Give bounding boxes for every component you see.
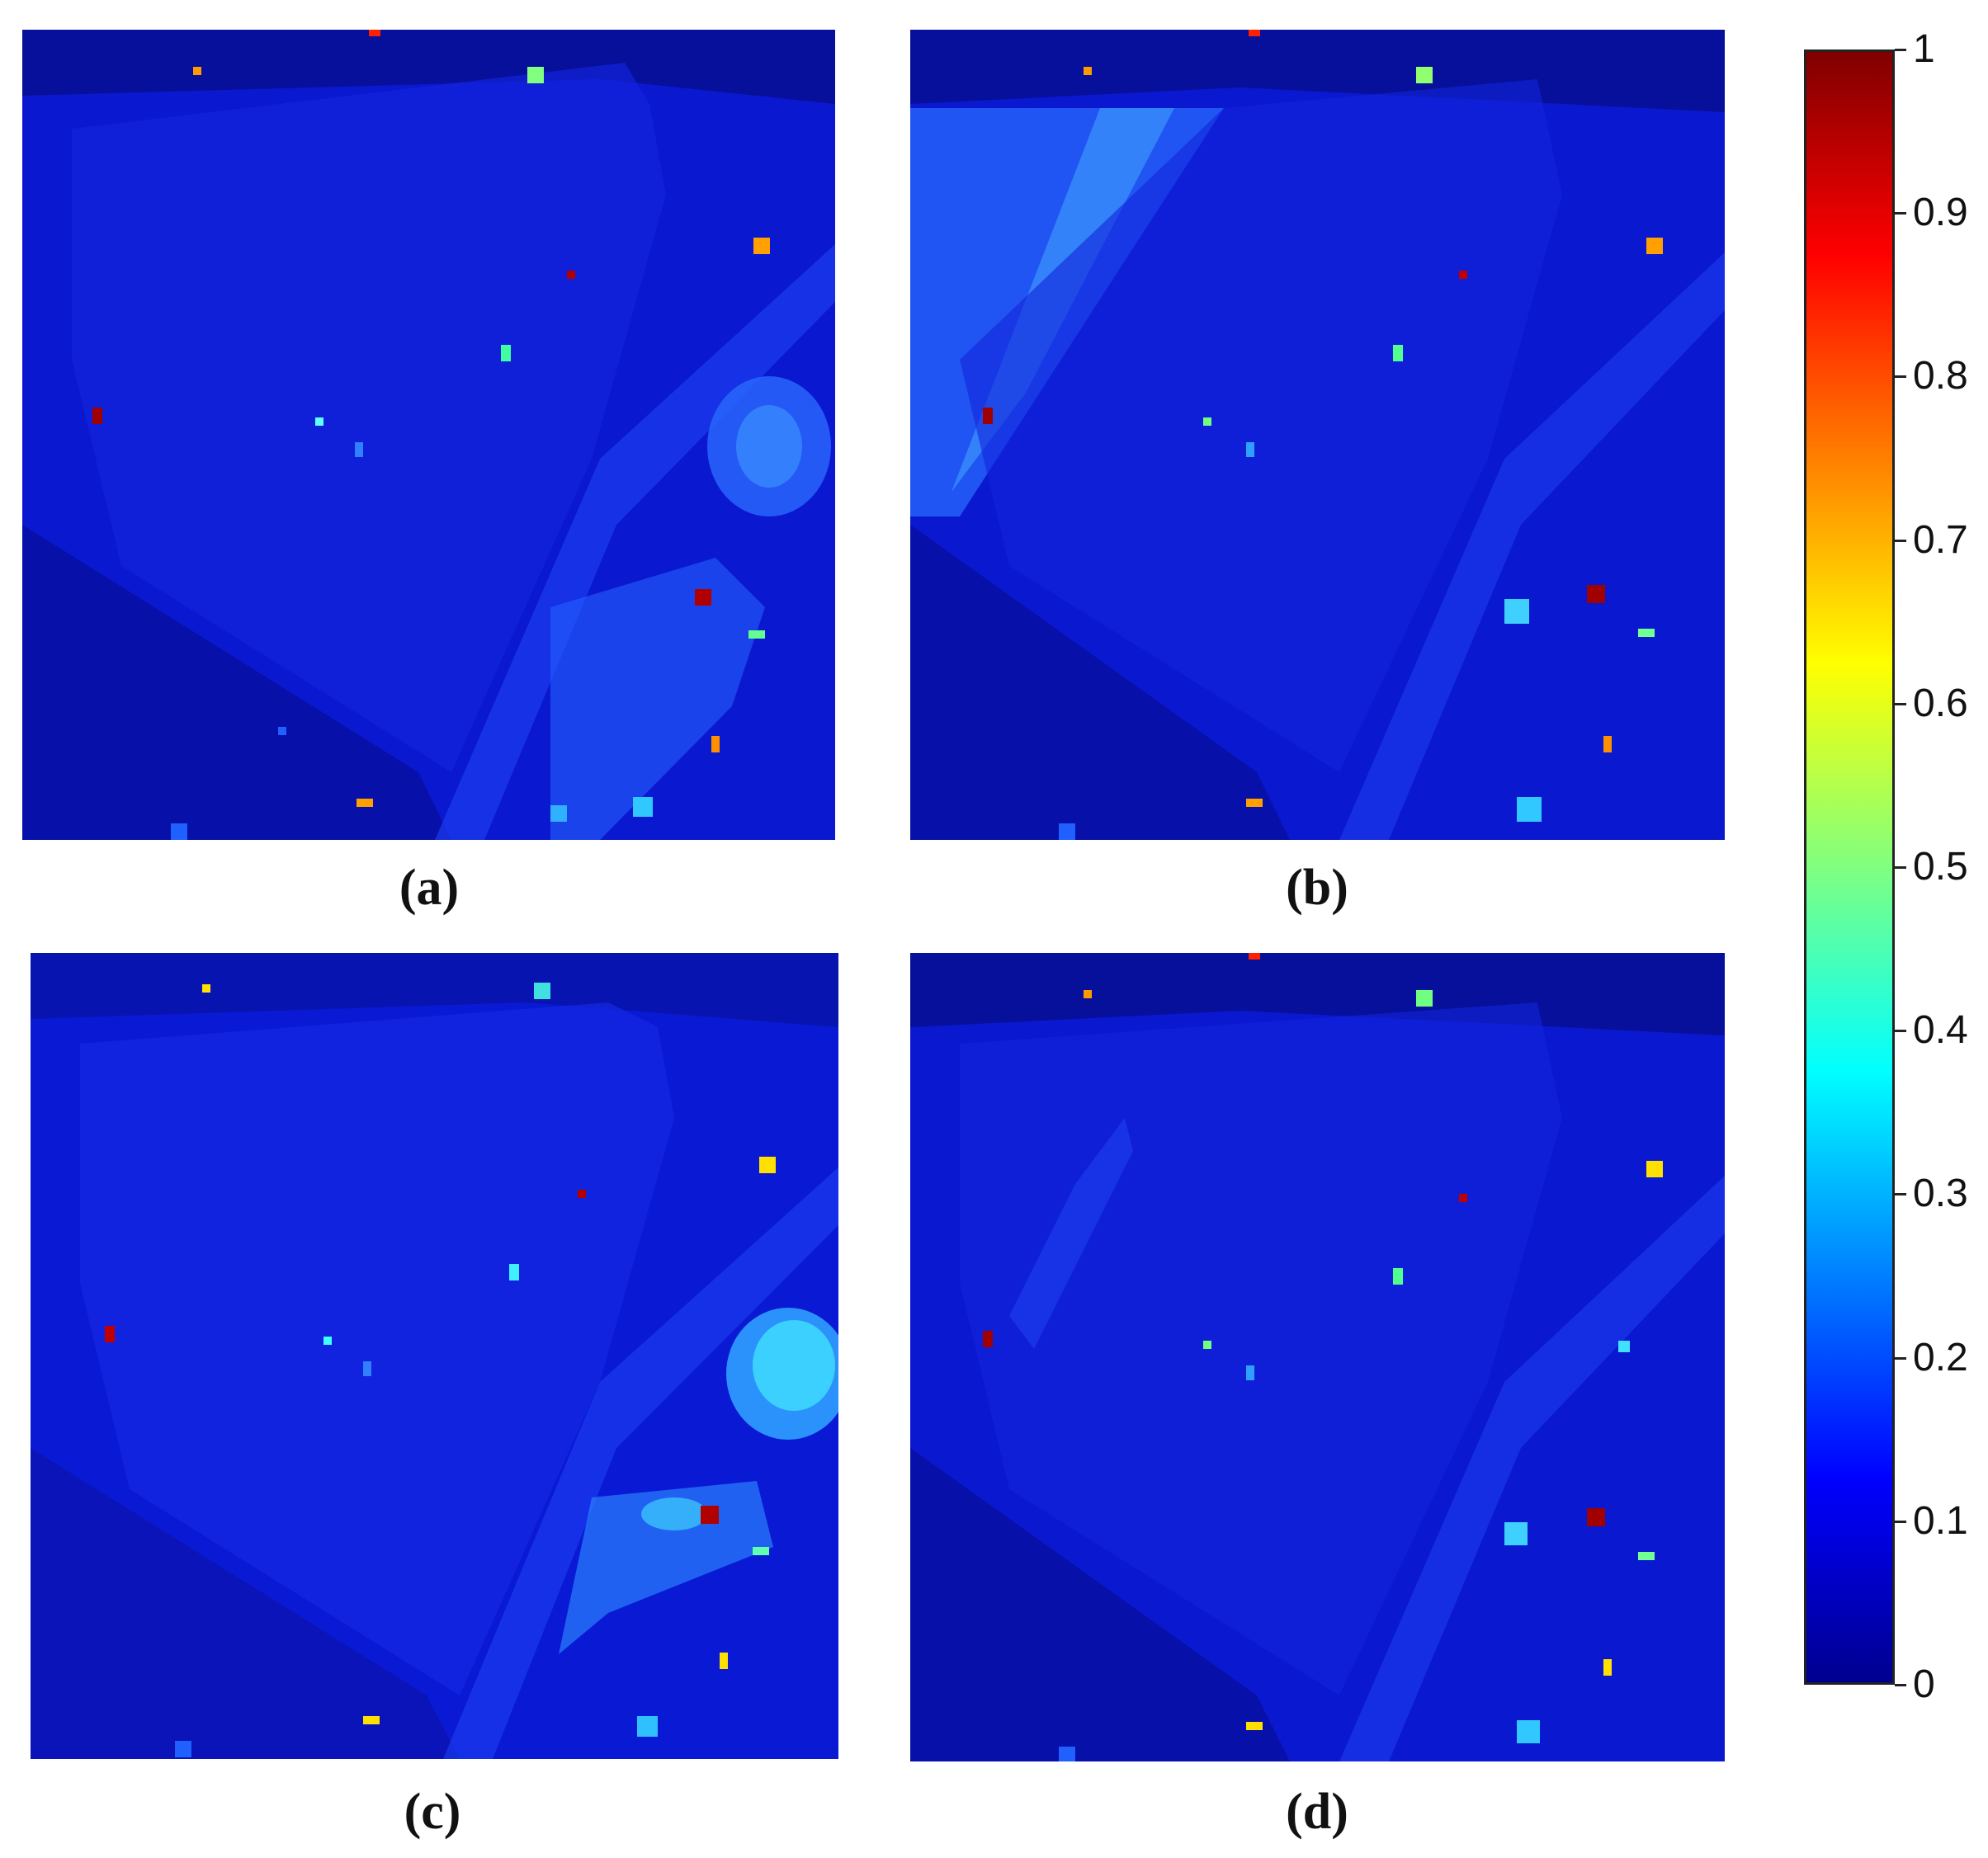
heatmap-image-c (31, 953, 838, 1759)
colorbar-tick-label: 0.4 (1913, 1008, 1968, 1053)
panel-caption-b: (b) (1286, 860, 1348, 916)
colorbar-tick (1895, 375, 1906, 379)
colorbar-tick-label: 0.8 (1913, 354, 1968, 398)
colorbar-tick (1895, 1684, 1906, 1686)
colorbar-tick-label: 0.5 (1913, 845, 1968, 889)
heatmap-image-d (910, 953, 1725, 1761)
colorbar-tick (1895, 539, 1906, 542)
colorbar (1804, 50, 1895, 1685)
colorbar-tick (1895, 49, 1906, 51)
heatmap-panel-a (22, 30, 835, 840)
colorbar-tick (1895, 866, 1906, 869)
colorbar-tick (1895, 1520, 1906, 1523)
heatmap-panel-b (910, 30, 1725, 840)
colorbar-tick (1895, 1193, 1906, 1196)
colorbar-tick-label: 0.3 (1913, 1172, 1968, 1216)
panel-caption-d: (d) (1286, 1784, 1348, 1840)
colorbar-tick-label: 0.7 (1913, 517, 1968, 562)
colorbar-tick-label: 0 (1913, 1662, 1935, 1706)
colorbar-tick-label: 0.6 (1913, 681, 1968, 725)
colorbar-tick (1895, 1030, 1906, 1033)
colorbar-tick (1895, 212, 1906, 215)
colorbar-tick (1895, 702, 1906, 705)
colorbar-tick-label: 0.2 (1913, 1335, 1968, 1379)
heatmap-image-a (22, 30, 835, 840)
heatmap-panel-d (910, 953, 1725, 1761)
colorbar-tick-label: 0.1 (1913, 1498, 1968, 1543)
colorbar-tick (1895, 1356, 1906, 1360)
panel-caption-c: (c) (404, 1784, 461, 1840)
colorbar-tick-label: 0.9 (1913, 191, 1968, 235)
panel-caption-a: (a) (399, 860, 460, 916)
heatmap-image-b (910, 30, 1725, 840)
heatmap-panel-c (31, 953, 838, 1759)
colorbar-tick-label: 1 (1913, 27, 1935, 71)
